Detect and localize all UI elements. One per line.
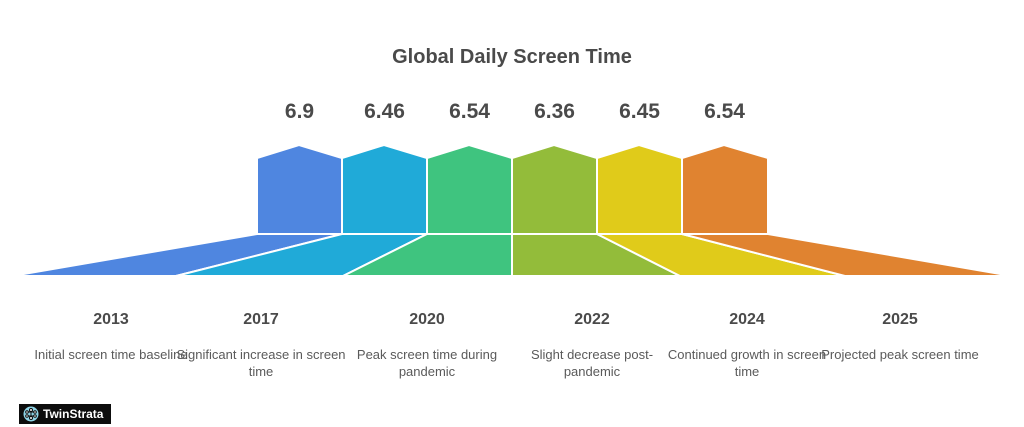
timeline-year-2013: 2013 — [93, 311, 129, 328]
value-label-2025: 6.54 — [704, 100, 745, 123]
chart-graphic — [11, 144, 1013, 277]
value-label-2022: 6.36 — [534, 100, 575, 123]
timeline-year-2020: 2020 — [409, 311, 445, 328]
timeline-desc-2013: Initial screen time baseline — [34, 347, 188, 362]
timeline-desc-2017: Significant increase in screen time — [176, 347, 346, 379]
value-label-2024: 6.45 — [619, 100, 660, 123]
value-label-2017: 6.46 — [364, 100, 405, 123]
network-hub-icon — [23, 406, 39, 422]
bar-2022 — [511, 144, 598, 235]
brand-logo: TwinStrata — [19, 404, 112, 424]
value-label-2013: 6.9 — [284, 100, 315, 123]
bar-2024 — [596, 144, 683, 235]
timeline-year-2025: 2025 — [882, 311, 918, 328]
timeline-year-2017: 2017 — [243, 311, 279, 328]
timeline-desc-2022: Slight decrease post-pandemic — [530, 347, 654, 379]
timeline-desc-2025: Projected peak screen time — [821, 347, 979, 362]
timeline-year-2024: 2024 — [729, 311, 765, 328]
bar-2017 — [341, 144, 428, 235]
timeline-year-2022: 2022 — [574, 311, 610, 328]
fan-2025 — [681, 233, 1013, 277]
timeline-desc-2024: Continued growth in screen time — [667, 347, 827, 379]
bar-2020 — [426, 144, 513, 235]
brand-name: TwinStrata — [43, 407, 104, 421]
bar-2013 — [256, 144, 343, 235]
bar-2025 — [681, 144, 769, 235]
chart-title: Global Daily Screen Time — [392, 46, 632, 68]
value-label-2020: 6.54 — [449, 100, 490, 123]
timeline-desc-2020: Peak screen time during pandemic — [356, 347, 498, 379]
